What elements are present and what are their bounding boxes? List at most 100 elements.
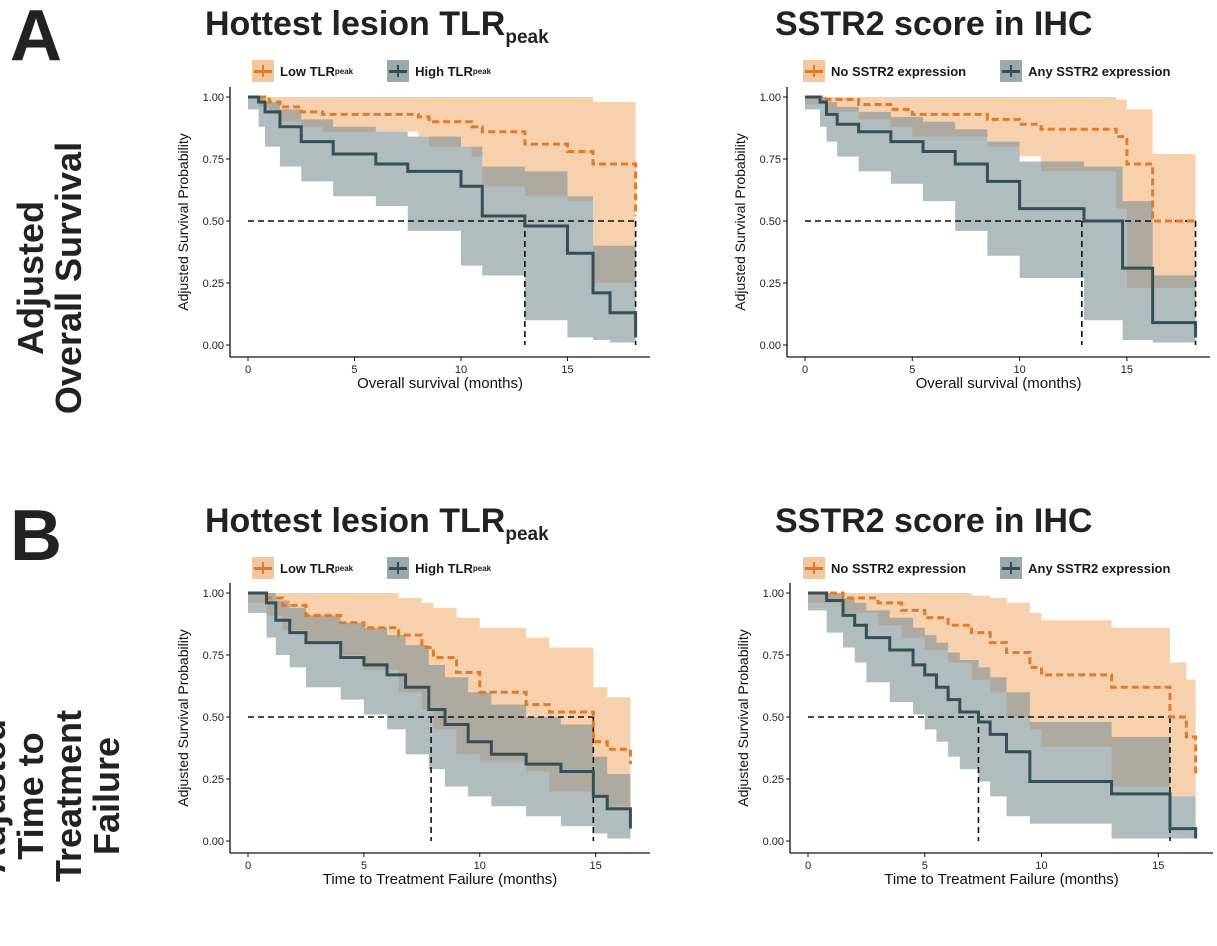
y-axis-label: Adjusted Survival Probability — [175, 133, 191, 310]
ci-band-high — [808, 593, 1196, 839]
legend-key-low — [803, 557, 825, 579]
legend-item-no-sstr2: No SSTR2 expression — [803, 557, 966, 579]
y-tick-label: 0.25 — [203, 774, 224, 786]
chart-title-a-left: Hottest lesion TLRpeak — [205, 5, 549, 49]
chart-title-text: SSTR2 score in IHC — [775, 502, 1093, 540]
ci-band-high — [248, 593, 631, 839]
chart-A-right: 0.00 0.25 0.50 0.75 1.00 0 5 10 15 Overall surviv… — [732, 87, 1210, 392]
panel-letter-a: A — [10, 0, 62, 76]
y-tick-label: 0.00 — [760, 340, 781, 352]
y-tick-label: 0.50 — [203, 216, 224, 228]
legend-label: Any SSTR2 expression — [1028, 63, 1171, 79]
ci-band-low — [805, 97, 1196, 288]
x-tick-label: 15 — [1121, 364, 1133, 376]
row-label-a-line2: Overall Survival — [48, 141, 89, 415]
legend-key-high — [1000, 557, 1023, 579]
y-tick-label: 0.50 — [763, 712, 784, 724]
x-tick-label: 5 — [922, 860, 928, 872]
x-tick-label: 10 — [1013, 364, 1025, 376]
legend-item-high: High TLR peak — [387, 60, 491, 82]
legend-item-any-sstr2: Any SSTR2 expression — [1000, 557, 1170, 579]
series-line-high — [248, 591, 632, 829]
row-label-a-line1: Adjusted — [10, 201, 51, 356]
legend-item-any-sstr2: Any SSTR2 expression — [1000, 60, 1170, 82]
x-axis-label: Time to Treatment Failure (months) — [884, 871, 1119, 888]
x-tick-label: 0 — [805, 860, 811, 872]
legend-item-low: Low TLR peak — [252, 557, 353, 579]
y-axis-label: Adjusted Survival Probability — [732, 133, 748, 310]
legend-label: No SSTR2 expression — [831, 63, 967, 79]
legend-label: High TLR — [415, 560, 473, 576]
x-tick-label: 15 — [590, 860, 602, 872]
chart-title-b-right: SSTR2 score in IHC — [775, 502, 1092, 541]
ci-band-low — [808, 593, 1196, 797]
chart-title-sub: peak — [505, 524, 549, 545]
chart-title-text: Hottest lesion TLR — [205, 502, 506, 540]
x-axis-label: Time to Treatment Failure (months) — [323, 871, 558, 888]
x-axis-label: Overall survival (months) — [357, 375, 523, 392]
series-line-low — [808, 591, 1198, 777]
series-line-low — [248, 591, 632, 765]
y-tick-label: 0.75 — [760, 154, 781, 166]
x-tick-label: 5 — [909, 364, 915, 376]
y-tick-label: 0.75 — [203, 154, 224, 166]
panel-letter-b: B — [10, 496, 62, 576]
row-label-b-line2: Time to Treatment — [10, 709, 89, 883]
y-tick-label: 0.50 — [203, 712, 224, 724]
y-tick-label: 1.00 — [203, 588, 224, 600]
legend-label: Any SSTR2 expression — [1028, 560, 1171, 576]
legend-label-sub: peak — [472, 563, 492, 573]
legend-b-right: No SSTR2 expression Any SSTR2 expression — [803, 557, 1204, 579]
ci-band-high — [248, 97, 636, 343]
y-axis-label: Adjusted Survival Probability — [735, 629, 751, 806]
row-label-a: Adjusted Overall Survival — [10, 128, 89, 428]
legend-key-low — [252, 60, 274, 82]
x-tick-label: 5 — [351, 364, 357, 376]
chart-title-text: Hottest lesion TLR — [205, 5, 506, 43]
y-tick-label: 0.75 — [203, 650, 224, 662]
legend-key-high — [1000, 60, 1023, 82]
chart-a-left: 0.00 0.25 0.50 0.75 1.00 0 5 10 15 Overall surviv… — [175, 87, 1213, 888]
series-line-low — [248, 95, 638, 217]
chart-B-left: 0.00 0.25 0.50 0.75 1.00 0 5 10 15 Time to Treatm… — [175, 583, 650, 888]
legend-item-high: High TLR peak — [387, 557, 491, 579]
row-label-b-line3: Failure — [86, 736, 127, 856]
series-line-high — [808, 591, 1198, 839]
legend-label: Low TLR — [280, 63, 335, 79]
x-tick-label: 10 — [455, 364, 467, 376]
x-tick-label: 0 — [802, 364, 808, 376]
legend-key-high — [387, 557, 410, 579]
y-axis-label: Adjusted Survival Probability — [175, 629, 191, 806]
y-tick-label: 0.00 — [203, 340, 224, 352]
legend-label: No SSTR2 expression — [831, 560, 967, 576]
chart-title-b-left: Hottest lesion TLRpeak — [205, 502, 549, 546]
legend-key-low — [803, 60, 825, 82]
y-tick-label: 0.25 — [760, 278, 781, 290]
series-line-low — [805, 95, 1196, 223]
y-tick-label: 0.00 — [203, 836, 224, 848]
legend-label: High TLR — [415, 63, 473, 79]
x-tick-label: 0 — [245, 860, 251, 872]
legend-item-no-sstr2: No SSTR2 expression — [803, 60, 966, 82]
legend-label-sub: peak — [334, 563, 354, 573]
legend-key-high — [387, 60, 410, 82]
legend-label-sub: peak — [472, 66, 492, 76]
chart-A-left: 0.00 0.25 0.50 0.75 1.00 0 5 10 15 Overall surviv… — [175, 87, 650, 392]
legend-key-low — [252, 557, 274, 579]
chart-B-right: 0.00 0.25 0.50 0.75 1.00 0 5 10 15 Time to Treatm… — [735, 583, 1213, 888]
legend-b-left: Low TLR peak High TLR peak — [252, 557, 525, 579]
ci-band-high — [805, 97, 1196, 343]
y-tick-label: 0.75 — [763, 650, 784, 662]
x-tick-label: 15 — [1152, 860, 1164, 872]
x-tick-label: 5 — [361, 860, 367, 872]
x-tick-label: 10 — [474, 860, 486, 872]
y-tick-label: 1.00 — [203, 92, 224, 104]
y-tick-label: 1.00 — [763, 588, 784, 600]
series-line-high — [805, 95, 1198, 338]
x-tick-label: 0 — [245, 364, 251, 376]
ci-band-low — [248, 593, 631, 807]
row-label-b: Adjusted Time to Treatment Failure — [0, 646, 127, 946]
y-tick-label: 1.00 — [760, 92, 781, 104]
legend-a-left: Low TLR peak High TLR peak — [252, 60, 525, 82]
legend-label: Low TLR — [280, 560, 335, 576]
